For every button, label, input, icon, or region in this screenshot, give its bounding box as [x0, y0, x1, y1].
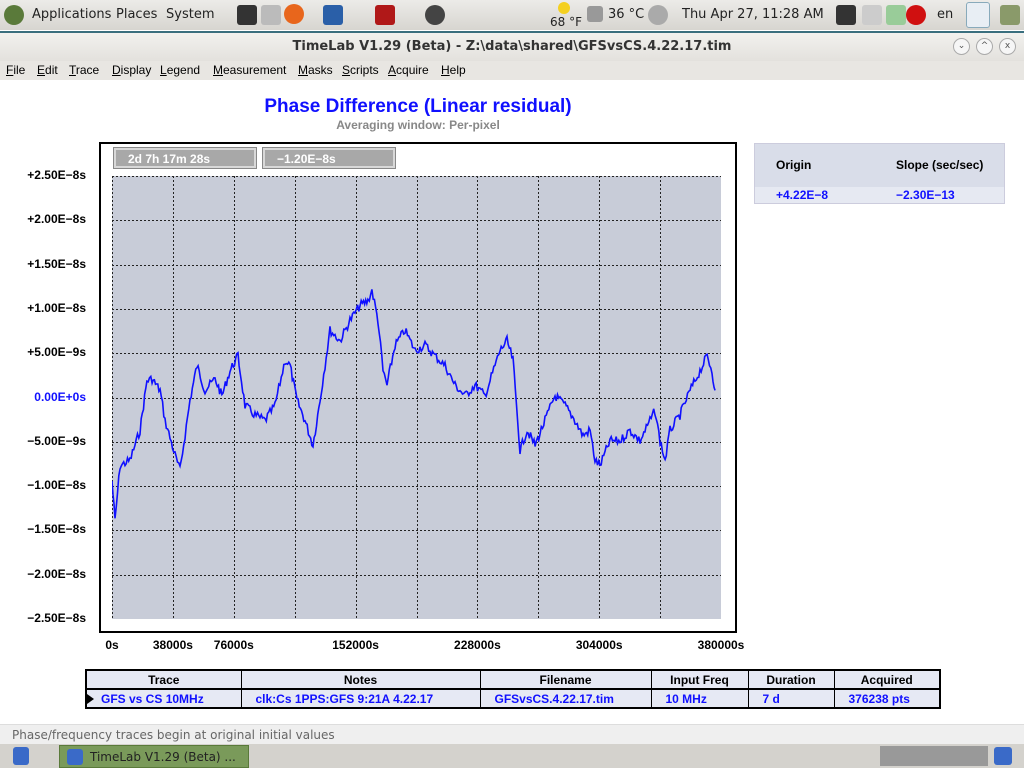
file-cabinet-icon[interactable] — [261, 5, 281, 25]
phase-trace-line — [112, 289, 716, 519]
mega-icon[interactable] — [906, 5, 926, 25]
weather-sun-icon[interactable] — [558, 2, 570, 14]
keys-icon[interactable] — [862, 5, 882, 25]
chart-title: Phase Difference (Linear residual) — [264, 96, 572, 117]
x-tick-label: 38000s — [152, 638, 193, 652]
weather-temp: 68 °F — [550, 15, 582, 29]
menu-scripts[interactable]: Scripts — [342, 63, 379, 77]
y-tick-label: +1.00E−8s — [27, 300, 86, 315]
y-tick-label: 0.00E+0s — [34, 389, 86, 404]
game-icon[interactable] — [375, 5, 395, 25]
cpu-temp: 36 °C — [608, 7, 645, 22]
menu-measurement[interactable]: Measurement — [213, 63, 287, 77]
volume-icon[interactable] — [648, 5, 668, 25]
timelab-tray-icon[interactable] — [994, 747, 1012, 765]
chart-panel[interactable] — [99, 142, 737, 633]
cell-trace[interactable]: GFS vs CS 10MHz — [101, 691, 204, 706]
col-notes[interactable]: Notes — [240, 669, 481, 690]
y-tick-label: −2.00E−8s — [27, 566, 86, 581]
menu-display[interactable]: Display — [112, 63, 152, 77]
menu-file[interactable]: File — [6, 63, 26, 77]
virtualbox-icon[interactable] — [323, 5, 343, 25]
terminal-tray-icon[interactable] — [836, 5, 856, 25]
cpu-icon — [587, 6, 603, 22]
x-tick-label: 0s — [105, 638, 119, 652]
menu-bar: File Edit Trace Display Legend Measureme… — [0, 61, 1024, 80]
cell-input-freq[interactable]: 10 MHz — [650, 688, 749, 709]
y-tick-label: +2.00E−8s — [27, 212, 86, 227]
x-tick-label: 152000s — [332, 638, 379, 652]
distro-logo-icon[interactable] — [4, 5, 24, 25]
y-tick-label: −5.00E−9s — [27, 433, 86, 448]
trace-table: Trace Notes Filename Input Freq Duration… — [85, 669, 941, 709]
y-tick-label: −1.50E−8s — [27, 522, 86, 537]
y-tick-label: +2.50E−8s — [27, 168, 86, 182]
y-tick-label: −2.50E−8s — [27, 611, 86, 625]
cell-filename[interactable]: GFSvsCS.4.22.17.tim — [479, 688, 652, 709]
maximize-button[interactable]: ^ — [976, 38, 993, 55]
x-tick-label: 228000s — [454, 638, 501, 652]
taskbar-button-timelab[interactable]: TimeLab V1.29 (Beta) ... — [59, 745, 249, 768]
col-trace[interactable]: Trace — [85, 669, 242, 690]
close-button[interactable]: x — [999, 38, 1016, 55]
terminal-icon[interactable] — [237, 5, 257, 25]
cursor-value-readout: −1.20E−8s — [262, 147, 396, 169]
status-bar: Phase/frequency traces begin at original… — [0, 724, 1024, 744]
plot-area[interactable] — [112, 176, 721, 619]
y-tick-label: +5.00E−9s — [27, 345, 86, 360]
keyboard-layout[interactable]: en — [937, 7, 954, 22]
minimize-button[interactable]: ⌄ — [953, 38, 970, 55]
col-acquired[interactable]: Acquired — [833, 669, 941, 690]
taskbar-button-label: TimeLab V1.29 (Beta) ... — [90, 750, 236, 764]
cell-notes[interactable]: clk:Cs 1PPS:GFS 9:21A 4.22.17 — [240, 688, 481, 709]
col-duration[interactable]: Duration — [747, 669, 835, 690]
menu-edit[interactable]: Edit — [37, 63, 58, 77]
menu-legend[interactable]: Legend — [160, 63, 201, 77]
menu-trace[interactable]: Trace — [69, 63, 100, 77]
x-tick-label: 304000s — [575, 638, 623, 652]
x-tick-label: 380000s — [697, 638, 745, 652]
show-desktop-icon[interactable] — [13, 747, 29, 765]
menu-applications[interactable]: Applications — [32, 7, 112, 22]
taskbar: TimeLab V1.29 (Beta) ... — [0, 744, 1024, 768]
workspace-switcher[interactable] — [880, 746, 988, 766]
top-panel: Applications Places System 68 °F 36 °C T… — [0, 0, 1024, 30]
col-input-freq[interactable]: Input Freq — [650, 669, 749, 690]
menu-system[interactable]: System — [166, 7, 215, 22]
x-tick-label: 76000s — [213, 638, 254, 652]
menu-acquire[interactable]: Acquire — [388, 63, 429, 77]
network-icon[interactable] — [966, 2, 990, 28]
cell-duration[interactable]: 7 d — [747, 688, 835, 709]
legend-header-origin: Origin — [776, 158, 812, 172]
legend-slope-value: −2.30E−13 — [896, 188, 955, 202]
table-row[interactable]: GFS vs CS 10MHz clk:Cs 1PPS:GFS 9:21A 4.… — [85, 688, 941, 709]
col-filename[interactable]: Filename — [479, 669, 652, 690]
firefox-icon[interactable] — [284, 4, 304, 24]
menu-help[interactable]: Help — [441, 63, 466, 77]
dropbox-icon[interactable] — [886, 5, 906, 25]
cell-acquired[interactable]: 376238 pts — [833, 688, 941, 709]
y-tick-label: −1.00E−8s — [27, 478, 86, 493]
y-tick-label: +1.50E−8s — [27, 256, 86, 271]
legend-origin-value: +4.22E−8 — [776, 188, 829, 202]
menu-places[interactable]: Places — [116, 7, 158, 22]
chart-svg — [112, 176, 721, 619]
timelab-icon — [67, 749, 83, 765]
legend-header-slope: Slope (sec/sec) — [896, 158, 984, 172]
window-title: TimeLab V1.29 (Beta) - Z:\data\shared\GF… — [292, 39, 732, 54]
orca-icon[interactable] — [425, 5, 445, 25]
chart-subtitle: Averaging window: Per-pixel — [336, 118, 500, 132]
folder-icon[interactable] — [1000, 5, 1020, 25]
menu-masks[interactable]: Masks — [298, 63, 333, 77]
legend-box[interactable]: Origin Slope (sec/sec) +4.22E−8 −2.30E−1… — [754, 143, 1005, 204]
row-selector-arrow-icon — [87, 694, 94, 704]
cursor-time-readout: 2d 7h 17m 28s — [113, 147, 257, 169]
clock[interactable]: Thu Apr 27, 11:28 AM — [682, 7, 824, 22]
table-header-row: Trace Notes Filename Input Freq Duration… — [85, 669, 941, 690]
window-titlebar: TimeLab V1.29 (Beta) - Z:\data\shared\GF… — [0, 31, 1024, 61]
